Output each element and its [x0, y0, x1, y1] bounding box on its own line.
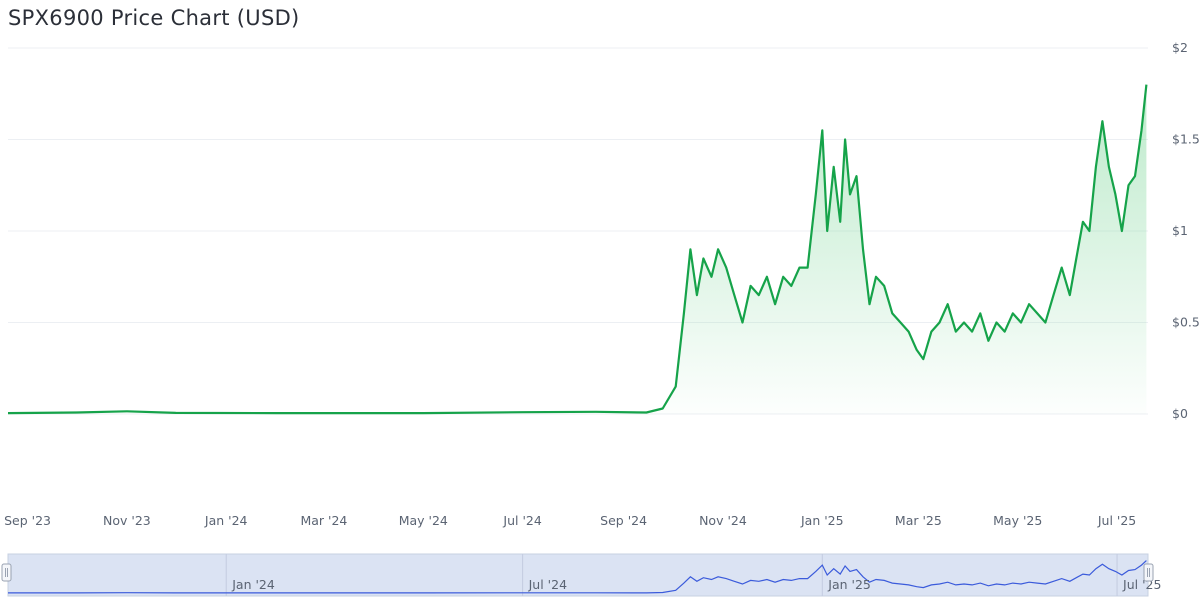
y-tick-label: $2 — [1172, 40, 1188, 55]
price-area — [8, 84, 1147, 414]
navigator-right-handle[interactable] — [1143, 563, 1154, 582]
x-tick-label: Nov '23 — [103, 513, 151, 528]
x-tick-label: May '24 — [399, 513, 448, 528]
x-tick-label: Sep '24 — [600, 513, 647, 528]
x-tick-label: Jan '25 — [800, 513, 844, 528]
price-line[interactable] — [7, 84, 1148, 415]
navigator-ticks: Jan '24 Jul '24 Jan '25 Jul '25 — [231, 577, 1161, 592]
navigator-tick-label: Jul '25 — [1122, 577, 1161, 592]
x-tick-label: Jan '24 — [204, 513, 248, 528]
navigator-line — [8, 560, 1147, 594]
y-tick-label: $1.5 — [1172, 132, 1200, 147]
navigator-left-handle[interactable] — [1, 563, 12, 582]
range-navigator[interactable]: Jan '24 Jul '24 Jan '25 Jul '25 — [1, 553, 1161, 597]
navigator-grid — [225, 554, 1118, 596]
x-tick-label: May '25 — [993, 513, 1042, 528]
x-tick-label: Sep '23 — [4, 513, 51, 528]
x-tick-label: Nov '24 — [699, 513, 747, 528]
y-tick-label: $0 — [1172, 406, 1188, 421]
x-tick-label: Jul '24 — [502, 513, 541, 528]
x-tick-label: Mar '24 — [300, 513, 347, 528]
y-tick-label: $0.5 — [1172, 315, 1200, 330]
chart-title: SPX6900 Price Chart (USD) — [8, 6, 300, 30]
navigator-tick-label: Jul '24 — [528, 577, 567, 592]
navigator-tick-label: Jan '24 — [231, 577, 275, 592]
x-tick-label: Jul '25 — [1097, 513, 1136, 528]
y-axis-ticks: $0 $0.5 $1 $1.5 $2 — [1172, 40, 1200, 421]
navigator-tick-label: Jan '25 — [827, 577, 871, 592]
y-tick-label: $1 — [1172, 223, 1188, 238]
x-tick-label: Mar '25 — [895, 513, 942, 528]
navigator-background — [7, 553, 1149, 597]
x-axis-ticks: Sep '23 Nov '23 Jan '24 Mar '24 May '24 Jul '… — [4, 513, 1136, 528]
